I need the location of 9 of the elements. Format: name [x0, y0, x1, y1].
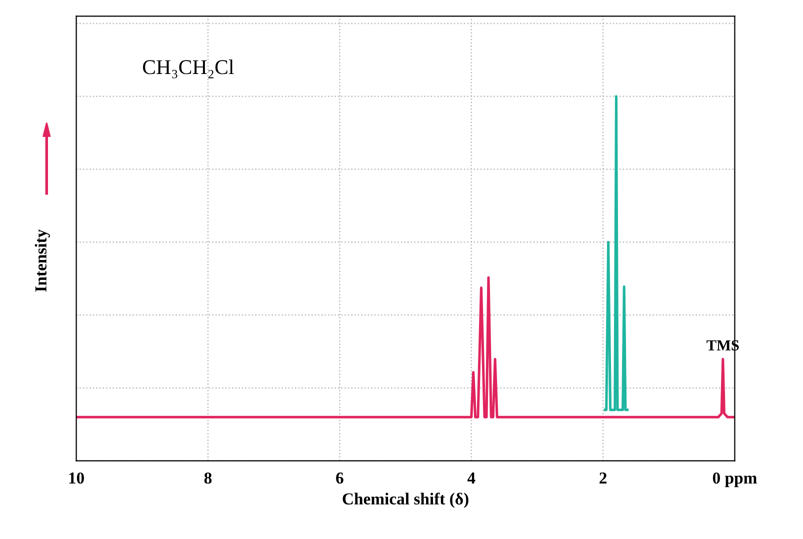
text: CH₃CH₂Cl: [142, 60, 234, 78]
x-tick-label: 10: [69, 472, 84, 484]
y-axis-title: Intensity: [34, 229, 50, 292]
x-tick-label: 8: [204, 472, 212, 484]
x-tick-label: 0 ppm: [712, 472, 757, 488]
x-axis-title: Chemical shift (δ): [342, 492, 468, 508]
x-tick-label: 4: [467, 472, 476, 484]
x-tick-label: 6: [336, 472, 344, 484]
x-tick-label: 2: [600, 472, 607, 484]
